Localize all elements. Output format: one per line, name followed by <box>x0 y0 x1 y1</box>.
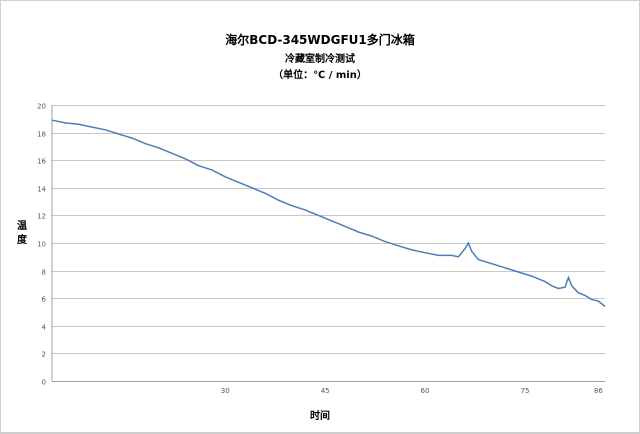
y-tick-label: 14 <box>37 186 46 194</box>
chart-title: 海尔BCD-345WDGFU1多门冰箱 <box>225 33 415 47</box>
temperature-series-line <box>51 119 606 308</box>
chart-subtitle: 冷藏室制冷测试 <box>285 54 355 65</box>
y-tick-label: 2 <box>42 351 46 359</box>
y-tick-label: 6 <box>42 296 47 304</box>
x-tick-label: 45 <box>321 387 330 395</box>
y-tick-label: 10 <box>37 241 46 249</box>
y-axis-label: 温度 <box>17 221 27 246</box>
y-tick-label: 0 <box>42 379 46 387</box>
y-tick-label: 16 <box>37 158 46 166</box>
x-axis-label: 时间 <box>310 411 330 422</box>
y-axis-ticks: 0 2 4 6 8 10 12 14 16 18 20 <box>37 103 46 387</box>
x-tick-label: 86 <box>594 387 603 395</box>
gridlines <box>52 105 605 382</box>
x-tick-label: 60 <box>421 387 430 395</box>
y-tick-label: 20 <box>37 103 46 111</box>
chart-unit: （单位：℃ / min） <box>273 70 367 81</box>
y-tick-label: 18 <box>37 131 46 139</box>
x-axis-ticks: 30 45 60 75 86 <box>221 387 604 395</box>
y-tick-label: 8 <box>42 269 46 277</box>
y-tick-label: 12 <box>37 213 46 221</box>
x-tick-label: 75 <box>521 387 530 395</box>
x-tick-label: 30 <box>221 387 230 395</box>
y-tick-label: 4 <box>42 324 47 332</box>
